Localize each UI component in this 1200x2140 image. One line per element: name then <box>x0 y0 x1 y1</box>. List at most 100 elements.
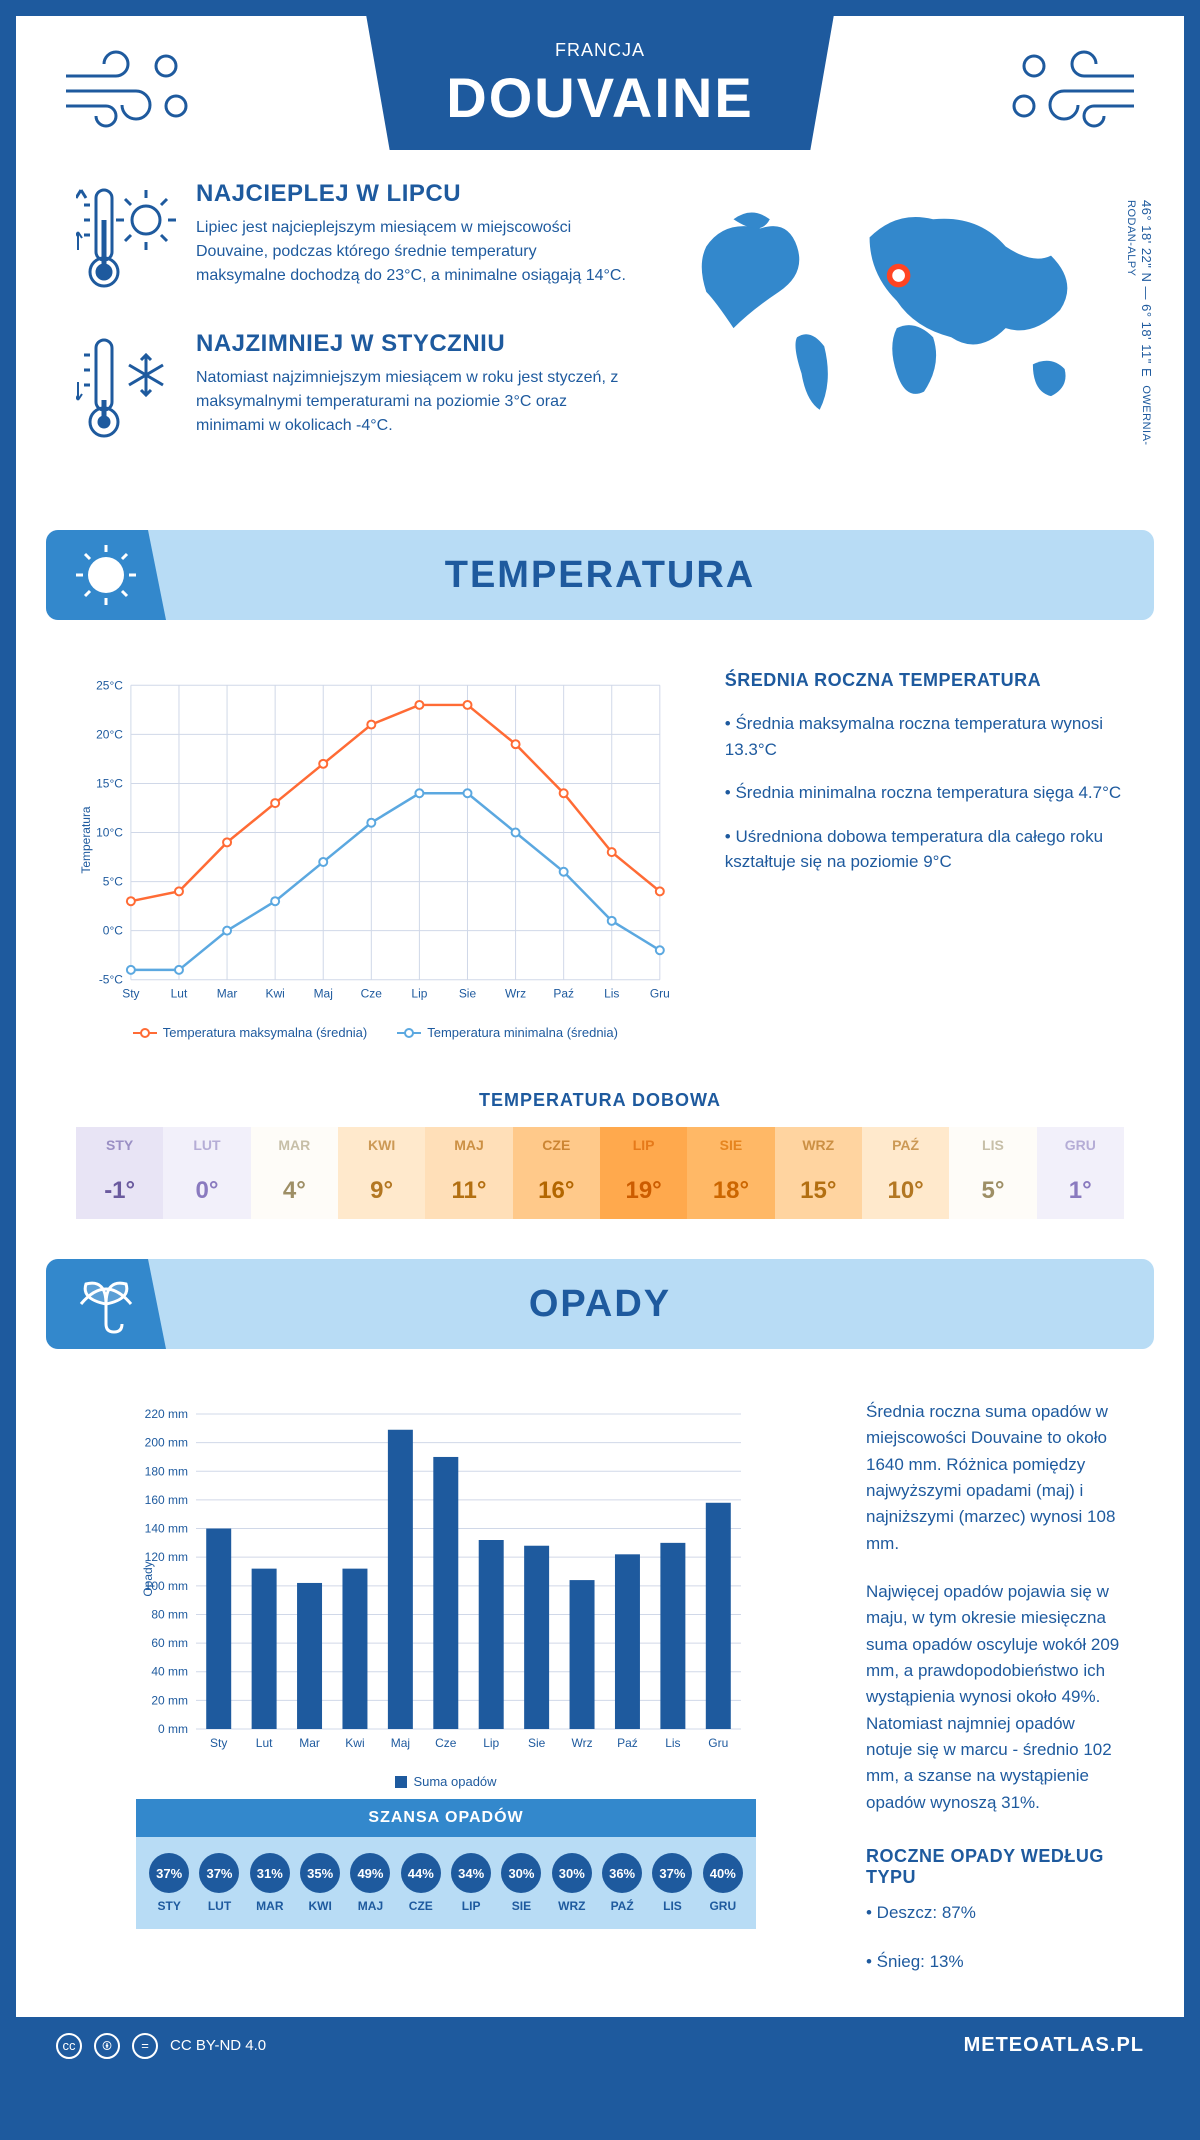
precip-para: Średnia roczna suma opadów w miejscowośc… <box>866 1399 1124 1557</box>
svg-text:Lis: Lis <box>604 987 619 1001</box>
chance-cell: 36%PAŹ <box>597 1853 647 1913</box>
daily-temp-cell: STY-1° <box>76 1127 163 1219</box>
chance-cell: 35%KWI <box>295 1853 345 1913</box>
by-type-title: ROCZNE OPADY WEDŁUG TYPU <box>866 1846 1124 1888</box>
daily-temp-cell: KWI9° <box>338 1127 425 1219</box>
svg-text:5°C: 5°C <box>103 875 123 889</box>
svg-text:180 mm: 180 mm <box>145 1464 188 1478</box>
svg-text:220 mm: 220 mm <box>145 1407 188 1421</box>
daily-temp-cell: PAŹ10° <box>862 1127 949 1219</box>
chance-cell: 37%LUT <box>194 1853 244 1913</box>
svg-text:Opady: Opady <box>141 1561 155 1596</box>
chance-cell: 40%GRU <box>698 1853 748 1913</box>
wind-icon-right <box>1004 36 1144 136</box>
svg-text:25°C: 25°C <box>96 678 123 692</box>
svg-text:80 mm: 80 mm <box>151 1607 188 1621</box>
precip-chart: 0 mm20 mm40 mm60 mm80 mm100 mm120 mm140 … <box>76 1399 816 1997</box>
svg-text:Kwi: Kwi <box>265 987 284 1001</box>
svg-text:0°C: 0°C <box>103 924 123 938</box>
precip-title: OPADY <box>46 1283 1154 1326</box>
legend-max: Temperatura maksymalna (średnia) <box>133 1025 367 1040</box>
legend-min: Temperatura minimalna (średnia) <box>397 1025 618 1040</box>
temp-side-title: ŚREDNIA ROCZNA TEMPERATURA <box>725 670 1124 691</box>
daily-temp-cell: WRZ15° <box>775 1127 862 1219</box>
daily-temp-cell: CZE16° <box>513 1127 600 1219</box>
footer: cc 🅯 = CC BY-ND 4.0 METEOATLAS.PL <box>16 2017 1184 2075</box>
svg-text:Temperatura: Temperatura <box>79 806 93 874</box>
svg-text:-5°C: -5°C <box>99 973 123 987</box>
svg-text:20°C: 20°C <box>96 727 123 741</box>
chance-cell: 30%WRZ <box>547 1853 597 1913</box>
precip-para: Najwięcej opadów pojawia się w maju, w t… <box>866 1579 1124 1816</box>
intro-section: NAJCIEPLEJ W LIPCU Lipiec jest najcieple… <box>16 180 1184 510</box>
svg-text:Cze: Cze <box>435 1736 457 1750</box>
city-name: DOUVAINE <box>446 65 753 130</box>
temp-stat-item: • Średnia minimalna roczna temperatura s… <box>725 780 1124 806</box>
site-name: METEOATLAS.PL <box>964 2034 1144 2057</box>
svg-text:Lip: Lip <box>411 987 427 1001</box>
precip-banner: OPADY <box>46 1259 1154 1349</box>
temperature-title: TEMPERATURA <box>46 554 1154 597</box>
license-text: CC BY-ND 4.0 <box>170 2037 266 2054</box>
cold-text: Natomiast najzimniejszym miesiącem w rok… <box>196 366 630 438</box>
hot-title: NAJCIEPLEJ W LIPCU <box>196 180 630 208</box>
precip-type-item: • Śnieg: 13% <box>866 1949 1124 1975</box>
cold-title: NAJZIMNIEJ W STYCZNIU <box>196 330 630 358</box>
svg-text:Kwi: Kwi <box>345 1736 364 1750</box>
cc-icon: cc <box>56 2033 82 2059</box>
daily-temp-cell: LIS5° <box>949 1127 1036 1219</box>
daily-temp-cell: SIE18° <box>687 1127 774 1219</box>
svg-text:Sie: Sie <box>459 987 477 1001</box>
cold-block: NAJZIMNIEJ W STYCZNIU Natomiast najzimni… <box>76 330 630 450</box>
temp-stat-item: • Uśredniona dobowa temperatura dla całe… <box>725 824 1124 875</box>
chance-cell: 31%MAR <box>245 1853 295 1913</box>
svg-text:20 mm: 20 mm <box>151 1693 188 1707</box>
svg-text:60 mm: 60 mm <box>151 1636 188 1650</box>
daily-temp-cell: MAJ11° <box>425 1127 512 1219</box>
svg-text:Cze: Cze <box>361 987 383 1001</box>
chance-cell: 37%STY <box>144 1853 194 1913</box>
svg-text:10°C: 10°C <box>96 826 123 840</box>
header: DOUVAINE FRANCJA <box>16 16 1184 180</box>
svg-text:Maj: Maj <box>391 1736 410 1750</box>
world-map <box>670 180 1124 440</box>
svg-text:Sie: Sie <box>528 1736 546 1750</box>
chance-box: SZANSA OPADÓW 37%STY37%LUT31%MAR35%KWI49… <box>136 1799 756 1929</box>
svg-text:Paź: Paź <box>553 987 574 1001</box>
svg-text:160 mm: 160 mm <box>145 1493 188 1507</box>
hot-text: Lipiec jest najcieplejszym miesiącem w m… <box>196 216 630 288</box>
coordinates: 46° 18' 22" N — 6° 18' 11" E OWERNIA-ROD… <box>1124 200 1154 480</box>
svg-text:Mar: Mar <box>299 1736 320 1750</box>
chance-cell: 37%LIS <box>647 1853 697 1913</box>
svg-text:0 mm: 0 mm <box>158 1722 188 1736</box>
svg-text:40 mm: 40 mm <box>151 1665 188 1679</box>
svg-text:Sty: Sty <box>210 1736 227 1750</box>
daily-temp-cell: MAR4° <box>251 1127 338 1219</box>
thermometer-sun-icon <box>76 180 176 300</box>
chance-cell: 34%LIP <box>446 1853 496 1913</box>
svg-text:Lut: Lut <box>171 987 188 1001</box>
by-icon: 🅯 <box>94 2033 120 2059</box>
chance-title: SZANSA OPADÓW <box>136 1799 756 1837</box>
precip-type-item: • Deszcz: 87% <box>866 1900 1124 1926</box>
temp-stat-item: • Średnia maksymalna roczna temperatura … <box>725 711 1124 762</box>
temperature-stats: ŚREDNIA ROCZNA TEMPERATURA • Średnia mak… <box>725 670 1124 1040</box>
svg-text:Maj: Maj <box>314 987 333 1001</box>
svg-text:Gru: Gru <box>708 1736 728 1750</box>
legend-precip: Suma opadów <box>395 1774 496 1789</box>
wind-icon-left <box>56 36 196 136</box>
svg-text:Sty: Sty <box>122 987 139 1001</box>
chance-cell: 49%MAJ <box>345 1853 395 1913</box>
daily-temp-cell: GRU1° <box>1037 1127 1124 1219</box>
chance-cell: 30%SIE <box>496 1853 546 1913</box>
daily-temp-title: TEMPERATURA DOBOWA <box>16 1090 1184 1111</box>
temperature-chart: -5°C0°C5°C10°C15°C20°C25°CStyLutMarKwiMa… <box>76 670 675 1040</box>
temperature-banner: TEMPERATURA <box>46 530 1154 620</box>
chance-cell: 44%CZE <box>396 1853 446 1913</box>
nd-icon: = <box>132 2033 158 2059</box>
svg-text:Lut: Lut <box>256 1736 273 1750</box>
svg-text:Paź: Paź <box>617 1736 638 1750</box>
precip-stats: Średnia roczna suma opadów w miejscowośc… <box>866 1399 1124 1997</box>
svg-text:Gru: Gru <box>650 987 670 1001</box>
daily-temp-strip: STY-1°LUT0°MAR4°KWI9°MAJ11°CZE16°LIP19°S… <box>76 1127 1124 1219</box>
